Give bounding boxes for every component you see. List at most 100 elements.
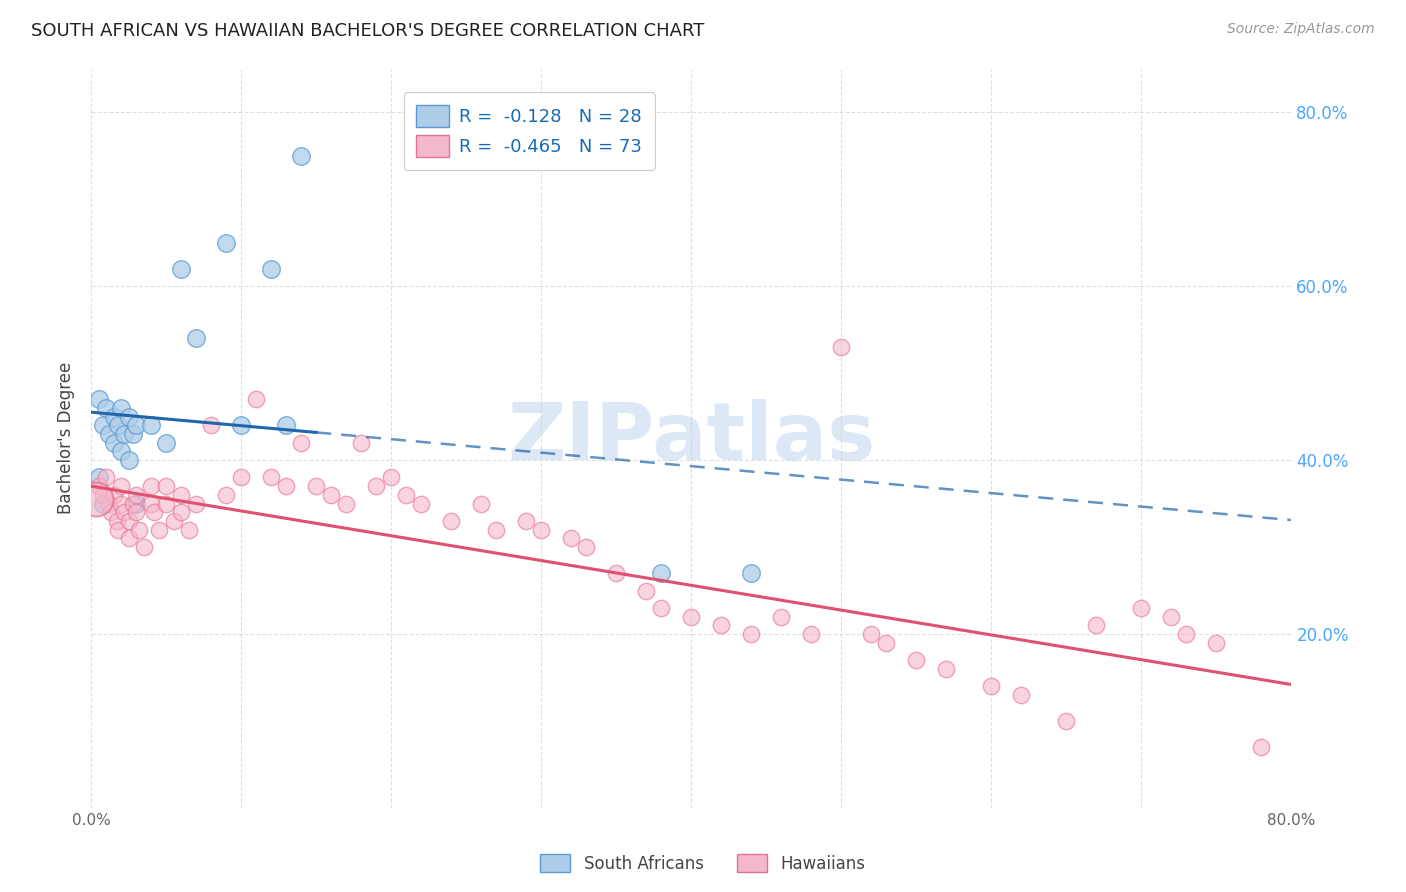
Point (170, 261, 193, 276)
Point (366, 479, 388, 493)
Point (1205, 636, 1227, 650)
Point (177, 523, 200, 537)
Point (605, 566, 627, 581)
Point (118, 409, 141, 424)
Point (681, 609, 703, 624)
Point (1130, 601, 1153, 615)
Point (530, 523, 553, 537)
Point (980, 679, 1002, 693)
Point (118, 514, 141, 528)
Point (276, 418, 298, 433)
Point (107, 523, 129, 537)
Point (128, 523, 150, 537)
Point (125, 418, 148, 433)
Point (740, 566, 762, 581)
Point (122, 426, 145, 441)
Point (143, 505, 166, 519)
Point (155, 497, 177, 511)
Point (170, 505, 193, 519)
Point (905, 653, 928, 667)
Point (186, 497, 208, 511)
Point (575, 540, 598, 554)
Point (485, 523, 508, 537)
Point (141, 497, 163, 511)
Point (770, 609, 793, 624)
Point (650, 566, 672, 581)
Point (636, 583, 658, 598)
Point (163, 514, 186, 528)
Point (411, 497, 433, 511)
Point (110, 497, 132, 511)
Point (440, 514, 463, 528)
Point (91, 488, 114, 502)
Point (260, 470, 283, 484)
Point (155, 435, 177, 450)
Point (87, 392, 110, 406)
Text: SOUTH AFRICAN VS HAWAIIAN BACHELOR'S DEGREE CORRELATION CHART: SOUTH AFRICAN VS HAWAIIAN BACHELOR'S DEG… (31, 22, 704, 40)
Point (1054, 714, 1077, 728)
Point (96, 401, 118, 415)
Point (740, 627, 762, 641)
Point (155, 479, 177, 493)
Point (800, 627, 823, 641)
Point (118, 532, 141, 546)
Legend: South Africans, Hawaiians: South Africans, Hawaiians (534, 847, 872, 880)
Point (875, 636, 897, 650)
Point (305, 479, 328, 493)
Point (125, 488, 148, 502)
Point (935, 662, 957, 676)
Legend: R =  -0.128   N = 28, R =  -0.465   N = 73: R = -0.128 N = 28, R = -0.465 N = 73 (404, 93, 655, 169)
Point (650, 601, 672, 615)
Point (112, 426, 135, 441)
Point (1085, 618, 1108, 632)
Point (470, 497, 492, 511)
Point (107, 418, 129, 433)
Point (91, 497, 114, 511)
Point (335, 497, 357, 511)
Point (103, 488, 125, 502)
Point (105, 514, 128, 528)
Point (186, 331, 208, 345)
Point (1160, 609, 1182, 624)
Point (98, 426, 121, 441)
Point (560, 532, 582, 546)
Point (245, 392, 267, 406)
Point (1175, 627, 1198, 641)
Point (200, 418, 222, 433)
Y-axis label: Bachelor's Degree: Bachelor's Degree (58, 362, 75, 515)
Point (231, 470, 253, 484)
Point (112, 505, 135, 519)
Point (91, 418, 114, 433)
Point (125, 505, 148, 519)
Text: Source: ZipAtlas.com: Source: ZipAtlas.com (1227, 22, 1375, 37)
Point (87, 470, 110, 484)
Point (710, 618, 733, 632)
Point (100, 505, 122, 519)
Point (1250, 740, 1272, 755)
Point (132, 540, 155, 554)
Point (290, 148, 312, 162)
Point (103, 435, 125, 450)
Point (110, 401, 132, 415)
Point (321, 488, 343, 502)
Point (830, 340, 852, 354)
Point (231, 418, 253, 433)
Point (84, 492, 107, 507)
Point (515, 514, 537, 528)
Point (170, 488, 193, 502)
Point (103, 409, 125, 424)
Point (96, 470, 118, 484)
Point (350, 435, 373, 450)
Point (141, 479, 163, 493)
Point (98, 497, 121, 511)
Point (110, 444, 132, 458)
Point (122, 497, 145, 511)
Point (118, 453, 141, 467)
Point (148, 523, 170, 537)
Point (395, 488, 418, 502)
Point (860, 627, 883, 641)
Point (125, 497, 148, 511)
Point (141, 418, 163, 433)
Text: ZIPatlas: ZIPatlas (508, 400, 876, 477)
Point (87, 479, 110, 493)
